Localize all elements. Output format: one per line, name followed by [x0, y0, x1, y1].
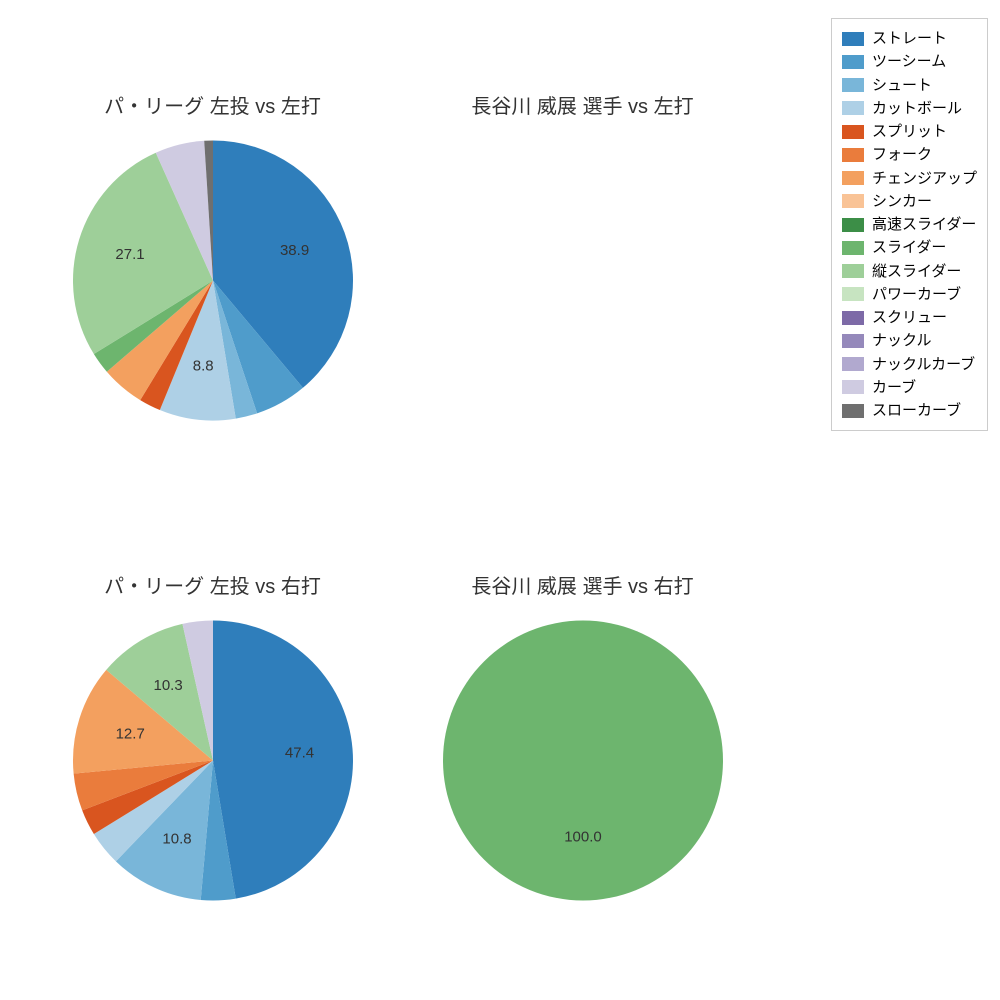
legend-swatch — [842, 101, 864, 115]
panel-title: 長谷川 威展 選手 vs 左打 — [405, 90, 760, 119]
legend-item: 縦スライダー — [842, 260, 977, 283]
legend-swatch — [842, 380, 864, 394]
legend-label: シュート — [872, 74, 932, 97]
legend-label: カットボール — [872, 97, 962, 120]
legend-item: 高速スライダー — [842, 213, 977, 236]
slice-label: 47.4 — [284, 744, 313, 761]
legend-swatch — [842, 357, 864, 371]
legend-item: シュート — [842, 74, 977, 97]
legend-item: スライダー — [842, 236, 977, 259]
legend-item: シンカー — [842, 190, 977, 213]
legend-swatch — [842, 404, 864, 418]
legend-item: パワーカーブ — [842, 283, 977, 306]
legend-item: カーブ — [842, 376, 977, 399]
legend-swatch — [842, 148, 864, 162]
legend-item: カットボール — [842, 97, 977, 120]
legend-label: ツーシーム — [872, 50, 946, 73]
slice-label: 38.9 — [279, 242, 308, 259]
legend-label: ナックル — [872, 329, 932, 352]
legend-label: チェンジアップ — [872, 167, 977, 190]
legend-swatch — [842, 194, 864, 208]
chart-grid: パ・リーグ 左投 vs 左打 38.9 8.8 27.1 長谷川 威展 選手 vs 左打… — [20, 20, 760, 980]
slice-label: 10.3 — [153, 677, 182, 694]
legend-label: カーブ — [872, 376, 916, 399]
legend-swatch — [842, 218, 864, 232]
legend-label: スクリュー — [872, 306, 947, 329]
legend-label: ナックルカーブ — [872, 353, 975, 376]
legend-swatch — [842, 241, 864, 255]
legend-item: ストレート — [842, 27, 977, 50]
slice-label: 100.0 — [564, 828, 602, 845]
legend-swatch — [842, 287, 864, 301]
legend-label: スプリット — [872, 120, 947, 143]
slice-label: 10.8 — [162, 830, 191, 847]
slice-label: 27.1 — [115, 246, 144, 263]
legend-item: スクリュー — [842, 306, 977, 329]
pie-chart: 47.4 10.8 12.7 10.3 — [63, 611, 363, 911]
legend-swatch — [842, 171, 864, 185]
legend-label: 縦スライダー — [872, 260, 961, 283]
legend-swatch — [842, 311, 864, 325]
slice-label: 8.8 — [192, 358, 213, 375]
legend-label: パワーカーブ — [872, 283, 961, 306]
legend-label: スライダー — [872, 236, 946, 259]
legend-label: スローカーブ — [872, 399, 961, 422]
legend-item: ナックルカーブ — [842, 353, 977, 376]
legend-swatch — [842, 125, 864, 139]
legend-item: ツーシーム — [842, 50, 977, 73]
panel-title: 長谷川 威展 選手 vs 右打 — [405, 570, 760, 599]
pie-chart — [433, 131, 733, 431]
legend-swatch — [842, 32, 864, 46]
legend-label: シンカー — [872, 190, 932, 213]
panel-title: パ・リーグ 左投 vs 右打 — [35, 570, 390, 599]
legend-swatch — [842, 264, 864, 278]
chart-panel: 長谷川 威展 選手 vs 左打 — [405, 30, 760, 490]
legend-item: フォーク — [842, 143, 977, 166]
chart-panel: パ・リーグ 左投 vs 右打 47.4 10.8 12.7 10.3 — [35, 510, 390, 970]
legend-label: 高速スライダー — [872, 213, 976, 236]
pie-chart: 100.0 — [433, 611, 733, 911]
legend-label: フォーク — [872, 143, 932, 166]
slice-label: 12.7 — [115, 725, 144, 742]
legend: ストレートツーシームシュートカットボールスプリットフォークチェンジアップシンカー… — [831, 18, 988, 431]
legend-item: ナックル — [842, 329, 977, 352]
legend-swatch — [842, 55, 864, 69]
legend-label: ストレート — [872, 27, 947, 50]
legend-swatch — [842, 334, 864, 348]
legend-item: スローカーブ — [842, 399, 977, 422]
legend-item: スプリット — [842, 120, 977, 143]
pie-slice — [213, 621, 353, 899]
chart-panel: パ・リーグ 左投 vs 左打 38.9 8.8 27.1 — [35, 30, 390, 490]
pie-slice — [443, 621, 723, 901]
chart-panel: 長谷川 威展 選手 vs 右打 100.0 — [405, 510, 760, 970]
legend-swatch — [842, 78, 864, 92]
panel-title: パ・リーグ 左投 vs 左打 — [35, 90, 390, 119]
legend-item: チェンジアップ — [842, 167, 977, 190]
pie-chart: 38.9 8.8 27.1 — [63, 131, 363, 431]
